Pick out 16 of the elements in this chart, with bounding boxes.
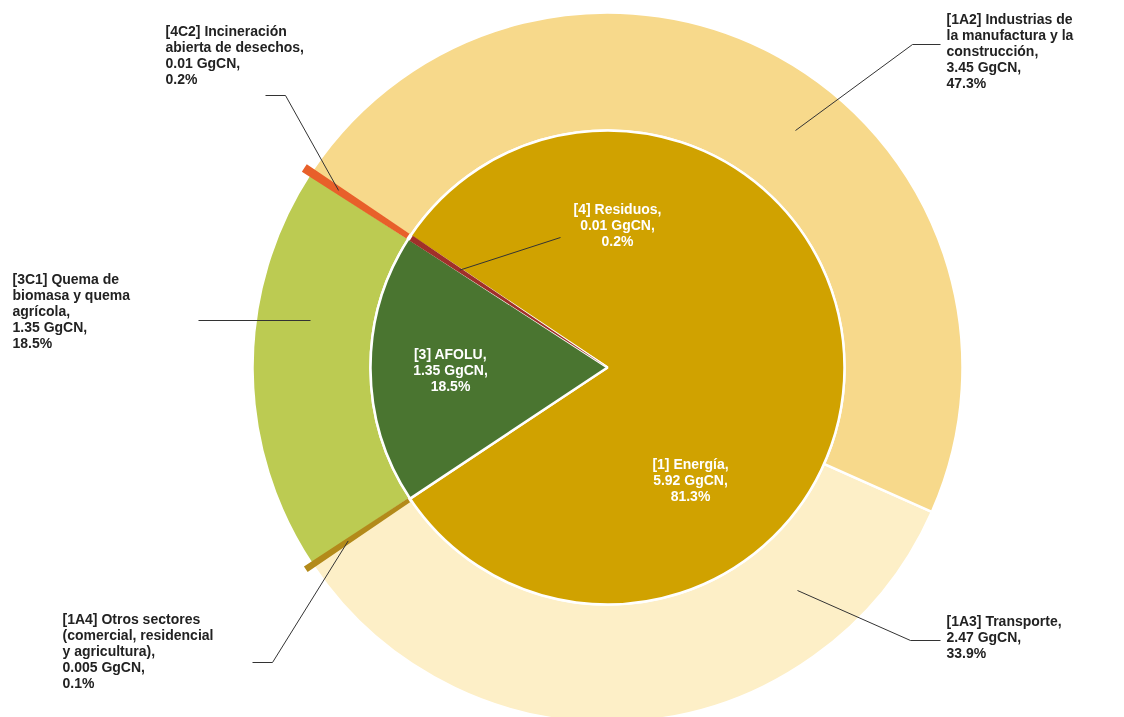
- category-label: [1A4] Otros sectores (comercial, residencial y agricultura),: [62, 610, 214, 659]
- category-label: [1A3] Transporte,: [946, 612, 1062, 629]
- text: 0.01 GgCN, 0.2%: [580, 216, 655, 249]
- text: 2.47 GgCN, 33.9%: [946, 628, 1022, 661]
- text: 0.01 GgCN, 0.2%: [165, 54, 241, 87]
- text: 5.92 GgCN, 81.3%: [653, 471, 728, 504]
- text: 1.35 GgCN, 18.5%: [413, 361, 488, 394]
- category-label: [4] Residuos,: [573, 200, 662, 217]
- category-label: [1] Energía,: [652, 455, 729, 472]
- text: 0.005 GgCN, 0.1%: [62, 658, 145, 691]
- category-label: [4C2] Incineración abierta de desechos,: [165, 22, 305, 55]
- category-label: [3C1] Quema de biomasa y quema agrícola,: [12, 270, 130, 319]
- text: 1.35 GgCN, 18.5%: [12, 318, 88, 351]
- category-label: [3] AFOLU,: [413, 345, 487, 362]
- text: 3.45 GgCN, 47.3%: [946, 58, 1022, 91]
- category-label: [1A2] Industrias de la manufactura y la construcción,: [946, 10, 1074, 59]
